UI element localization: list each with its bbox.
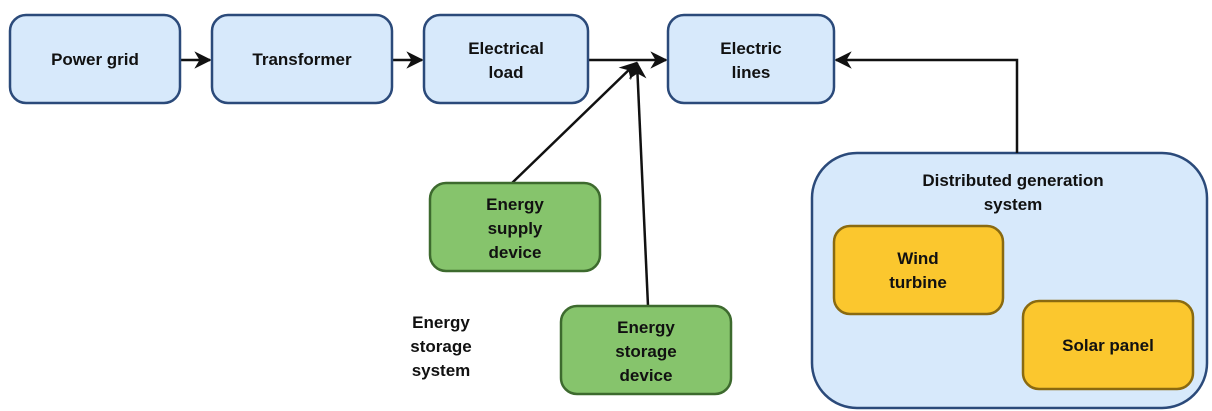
group-label: system: [984, 195, 1043, 214]
node-label: device: [489, 243, 542, 262]
node-label: Electrical: [468, 39, 544, 58]
node-label: Solar panel: [1062, 336, 1154, 355]
node-label: storage: [615, 342, 676, 361]
node-label: Energy: [486, 195, 544, 214]
node: Energy supply device: [428, 181, 602, 273]
node: Electric lines: [666, 13, 836, 105]
node-label: Wind: [897, 249, 938, 268]
node-label: turbine: [889, 273, 947, 292]
node: Solar panel: [1021, 299, 1195, 391]
node-label: Electric: [720, 39, 781, 58]
annotation: storage: [410, 337, 471, 356]
node: Electrical load: [422, 13, 590, 105]
arrow: [511, 61, 638, 184]
node-label: Power grid: [51, 50, 139, 69]
node-label: Transformer: [252, 50, 352, 69]
node: Energy storage device: [559, 304, 733, 396]
node-label: lines: [732, 63, 771, 82]
node: Wind turbine: [832, 224, 1005, 316]
node: Power grid: [8, 13, 182, 105]
node-label: device: [620, 366, 673, 385]
node-label: load: [489, 63, 524, 82]
node: Transformer: [210, 13, 394, 105]
group-label: Distributed generation: [922, 171, 1103, 190]
node-label: supply: [488, 219, 543, 238]
node-label: Energy: [617, 318, 675, 337]
annotation: Energy: [412, 313, 470, 332]
arrow: [628, 61, 650, 307]
arrow: [834, 51, 1019, 153]
annotation: system: [412, 361, 471, 380]
